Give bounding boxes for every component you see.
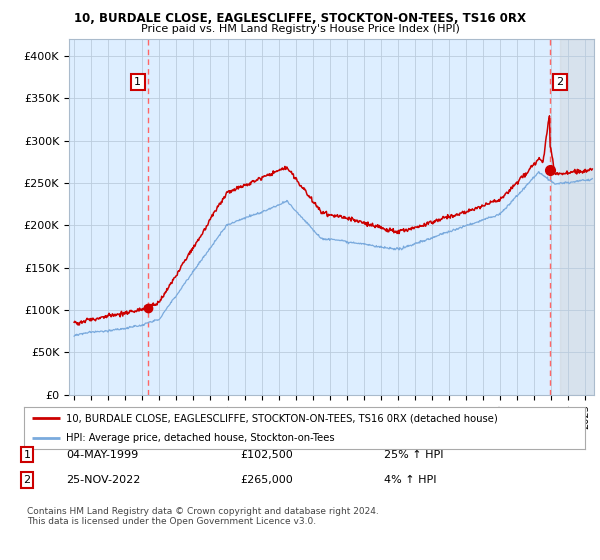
Bar	[560, 39, 600, 395]
Text: 1: 1	[134, 77, 141, 87]
Text: 1: 1	[23, 450, 31, 460]
Text: Contains HM Land Registry data © Crown copyright and database right 2024.
This d: Contains HM Land Registry data © Crown c…	[27, 507, 379, 526]
Text: 10, BURDALE CLOSE, EAGLESCLIFFE, STOCKTON-ON-TEES, TS16 0RX (detached house): 10, BURDALE CLOSE, EAGLESCLIFFE, STOCKTO…	[66, 413, 498, 423]
Text: 4% ↑ HPI: 4% ↑ HPI	[384, 475, 437, 485]
Text: Price paid vs. HM Land Registry's House Price Index (HPI): Price paid vs. HM Land Registry's House …	[140, 24, 460, 34]
Text: £102,500: £102,500	[240, 450, 293, 460]
Text: £265,000: £265,000	[240, 475, 293, 485]
Text: 2: 2	[556, 77, 563, 87]
Text: 10, BURDALE CLOSE, EAGLESCLIFFE, STOCKTON-ON-TEES, TS16 0RX: 10, BURDALE CLOSE, EAGLESCLIFFE, STOCKTO…	[74, 12, 526, 25]
Text: 04-MAY-1999: 04-MAY-1999	[66, 450, 138, 460]
Text: HPI: Average price, detached house, Stockton-on-Tees: HPI: Average price, detached house, Stoc…	[66, 433, 335, 444]
Text: 25% ↑ HPI: 25% ↑ HPI	[384, 450, 443, 460]
Text: 25-NOV-2022: 25-NOV-2022	[66, 475, 140, 485]
Text: 2: 2	[23, 475, 31, 485]
